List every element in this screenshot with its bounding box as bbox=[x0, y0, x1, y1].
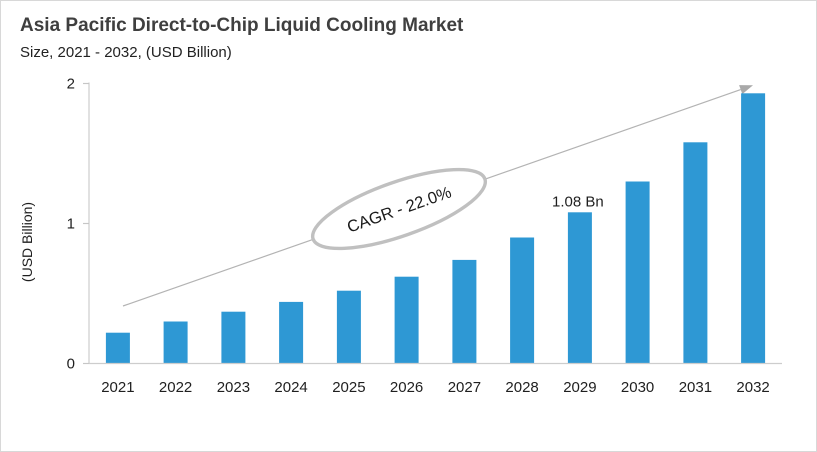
x-tick-label-2024: 2024 bbox=[274, 379, 307, 396]
bar-2032 bbox=[741, 93, 766, 364]
bar-2022 bbox=[163, 321, 188, 364]
x-tick-label-2026: 2026 bbox=[390, 379, 423, 396]
bar-2025 bbox=[336, 290, 361, 364]
bar-2028 bbox=[510, 237, 535, 364]
bar-2031 bbox=[683, 142, 708, 364]
y-tick-label-1: 1 bbox=[67, 216, 75, 233]
x-tick-label-2030: 2030 bbox=[621, 379, 654, 396]
x-tick-label-2028: 2028 bbox=[505, 379, 538, 396]
bar-2023 bbox=[221, 311, 246, 364]
x-tick-label-2023: 2023 bbox=[217, 379, 250, 396]
y-tick-label-0: 0 bbox=[67, 356, 75, 373]
x-tick-label-2031: 2031 bbox=[679, 379, 712, 396]
x-tick-label-2032: 2032 bbox=[736, 379, 769, 396]
data-label-2029: 1.08 Bn bbox=[552, 193, 604, 210]
bar-2021 bbox=[105, 332, 130, 364]
x-tick-label-2027: 2027 bbox=[448, 379, 481, 396]
x-tick-label-2029: 2029 bbox=[563, 379, 596, 396]
bar-2029 bbox=[567, 212, 592, 364]
y-tick-label-2: 2 bbox=[67, 76, 75, 93]
x-tick-label-2022: 2022 bbox=[159, 379, 192, 396]
x-tick-label-2021: 2021 bbox=[101, 379, 134, 396]
arrowhead-icon bbox=[739, 85, 753, 95]
cagr-ellipse bbox=[310, 167, 488, 251]
x-tick-label-2025: 2025 bbox=[332, 379, 365, 396]
bar-2027 bbox=[452, 259, 477, 364]
chart-subtitle: Size, 2021 - 2032, (USD Billion) bbox=[20, 44, 232, 61]
bar-2026 bbox=[394, 276, 419, 364]
bar-2030 bbox=[625, 181, 650, 364]
bar-2024 bbox=[279, 301, 304, 364]
chart-title: Asia Pacific Direct-to-Chip Liquid Cooli… bbox=[20, 15, 464, 36]
